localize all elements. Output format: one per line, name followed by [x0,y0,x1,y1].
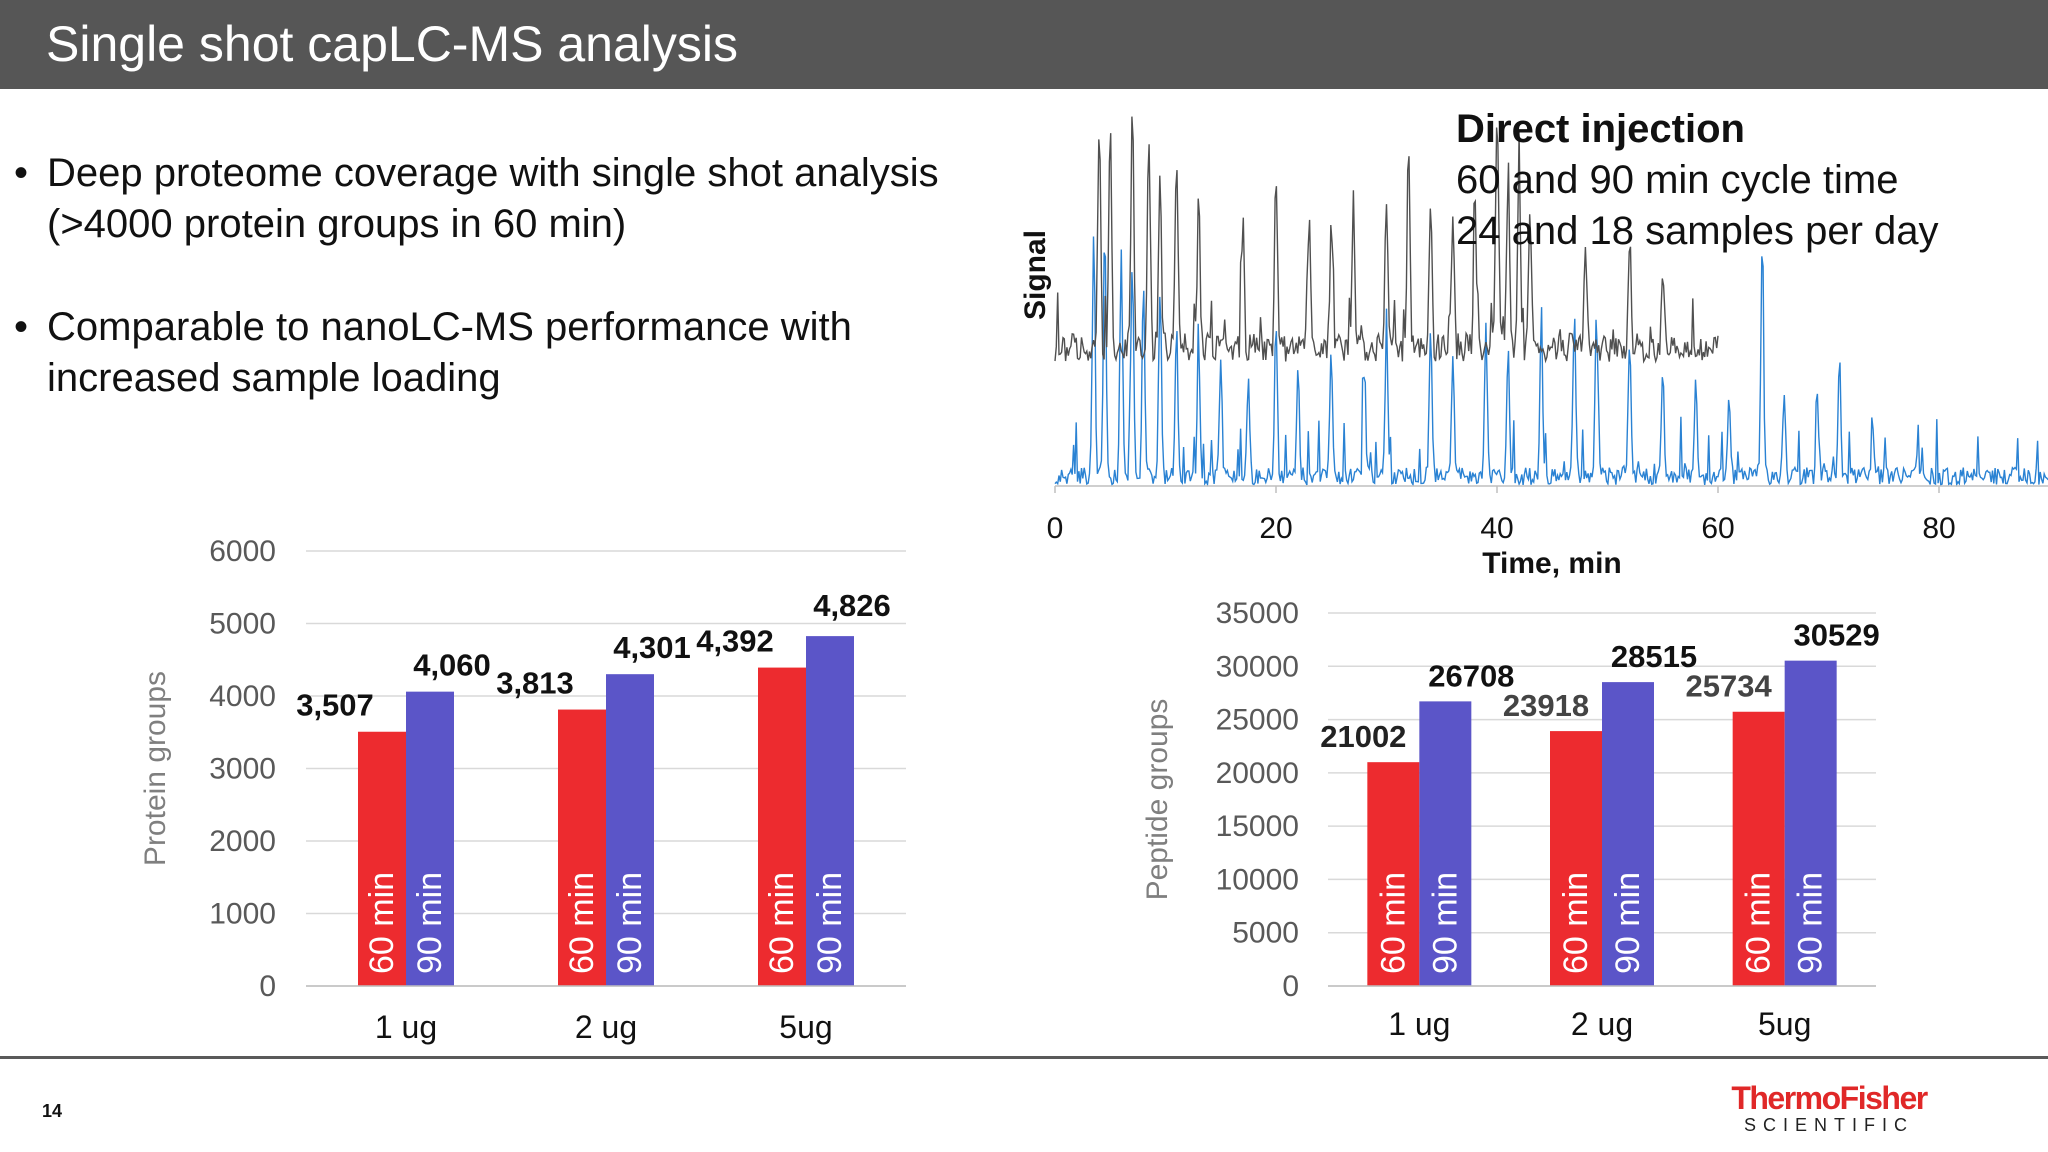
injection-line: 60 and 90 min cycle time [1456,158,1899,202]
bullet-line: Deep proteome coverage with single shot … [47,151,939,195]
bar-inner-label: 60 min [563,872,601,974]
bullet-line: Comparable to nanoLC-MS performance with [47,305,852,349]
bullet-item: • Comparable to nanoLC-MS performance wi… [14,302,1024,404]
category-label: 1 ug [1388,1006,1450,1042]
y-tick-label: 1000 [209,898,276,931]
data-label: 4,301 [613,630,691,665]
injection-line: 24 and 18 samples per day [1456,209,1939,253]
injection-heading: Direct injection [1456,107,1745,151]
category-label: 2 ug [1571,1006,1633,1042]
bar [1602,682,1654,986]
data-label: 4,392 [696,624,774,659]
bar-inner-label: 60 min [363,872,401,974]
injection-note: Direct injection 60 and 90 min cycle tim… [1456,104,1939,257]
logo-subtitle: SCIENTIFIC [1743,1115,1914,1135]
y-tick-label: 3000 [209,753,276,786]
chromatogram-trace [1054,116,1719,364]
y-tick-label: 10000 [1216,863,1299,896]
bar [1419,701,1472,986]
chromatogram-trace [1054,236,2048,488]
y-axis-label: Signal [1019,230,1052,320]
bar-inner-label: 90 min [811,872,849,974]
x-tick-label: 80 [1922,512,1955,545]
y-tick-label: 30000 [1216,650,1299,683]
bar [558,709,606,986]
bullet-dot-icon: • [14,305,29,349]
bar [1367,762,1420,986]
footer-divider [0,1056,2048,1059]
category-label: 1 ug [375,1009,437,1045]
bar [1550,731,1602,986]
data-label: 30529 [1794,618,1880,653]
bullet-item: • Deep proteome coverage with single sho… [14,148,1024,250]
y-tick-label: 20000 [1216,757,1299,790]
y-tick-label: 15000 [1216,810,1299,843]
y-tick-label: 25000 [1216,704,1299,737]
bar [406,691,454,986]
bullet-line: (>4000 protein groups in 60 min) [47,202,627,246]
y-tick-label: 0 [1282,970,1299,1003]
slide-title: Single shot capLC-MS analysis [46,16,738,72]
category-label: 2 ug [575,1009,637,1045]
data-label: 21002 [1320,719,1406,754]
x-tick-label: 0 [1047,512,1064,545]
category-label: 5ug [1758,1006,1811,1042]
thermofisher-logo: ThermoFisher SCIENTIFIC [1724,1080,1934,1136]
data-label: 3,813 [496,666,574,701]
bar-inner-label: 90 min [1426,872,1464,974]
bar-inner-label: 90 min [611,872,649,974]
protein-groups-chart: 0 1000 2000 3000 4000 5000 6000 Protein groups 1… [139,535,906,1045]
x-axis-label: Time, min [1482,547,1621,580]
data-label: 3,507 [296,688,374,723]
bar [1732,711,1785,986]
x-tick-label: 40 [1480,512,1513,545]
data-label: 28515 [1611,639,1697,674]
bar-inner-label: 90 min [1792,872,1830,974]
bar [758,667,806,986]
x-tick-label: 60 [1701,512,1734,545]
bar [806,636,854,986]
bar-inner-label: 90 min [411,872,449,974]
bar [358,731,406,986]
data-label: 4,060 [413,648,491,683]
y-axis-label: Peptide groups [1141,699,1174,901]
bar [606,674,654,986]
bar-inner-label: 60 min [1374,872,1412,974]
bar [1784,660,1837,986]
y-tick-label: 2000 [209,825,276,858]
y-tick-label: 5000 [209,608,276,641]
y-axis-label: Protein groups [139,671,172,866]
category-label: 5ug [779,1009,832,1045]
bar-inner-label: 60 min [763,872,801,974]
logo-wordmark: ThermoFisher [1731,1080,1928,1116]
bar-inner-label: 60 min [1740,872,1778,974]
y-tick-label: 4000 [209,680,276,713]
peptide-groups-chart: 0 5000 10000 15000 20000 25000 30000 35000 Pepti… [1141,597,1880,1042]
data-label: 4,826 [813,588,891,623]
data-label: 26708 [1428,658,1514,693]
bullet-dot-icon: • [14,151,29,195]
y-tick-label: 6000 [209,535,276,568]
data-label: 25734 [1686,669,1773,704]
page-number: 14 [42,1101,63,1121]
data-label: 23918 [1503,688,1589,723]
chromatogram-chart: 0 20 40 60 80 Time, min Signal [1019,116,2048,580]
x-tick-label: 20 [1259,512,1292,545]
y-tick-label: 0 [259,970,276,1003]
title-bar: Single shot capLC-MS analysis [0,0,2048,89]
bar-inner-label: 90 min [1609,872,1647,974]
y-tick-label: 5000 [1232,917,1299,950]
bullet-list: • Deep proteome coverage with single sho… [14,148,1024,404]
bullet-line: increased sample loading [47,356,501,400]
bar-inner-label: 60 min [1557,872,1595,974]
y-tick-label: 35000 [1216,597,1299,630]
